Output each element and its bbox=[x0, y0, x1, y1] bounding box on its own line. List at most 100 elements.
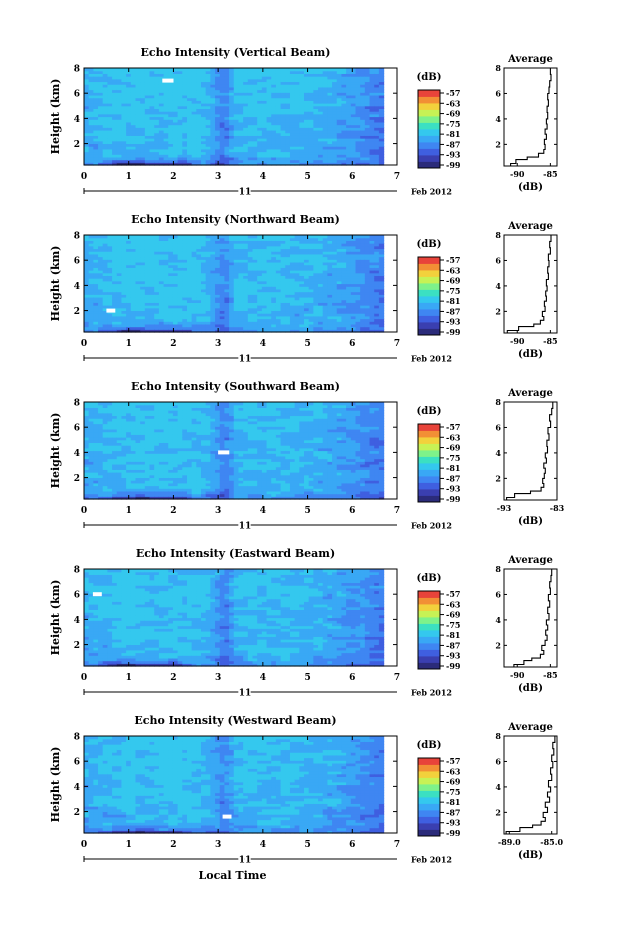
heatmap-cell bbox=[219, 105, 226, 110]
heatmap-cell bbox=[154, 253, 160, 258]
heatmap-cell bbox=[163, 323, 169, 328]
heatmap-cell bbox=[144, 73, 151, 77]
heatmap-cell bbox=[350, 321, 357, 325]
heatmap-cell bbox=[243, 119, 249, 123]
heatmap-cell bbox=[261, 129, 268, 134]
heatmap-cell bbox=[369, 270, 375, 274]
heatmap-cell bbox=[163, 129, 169, 134]
heatmap-cell bbox=[107, 455, 113, 460]
heatmap-cell bbox=[257, 264, 263, 268]
heatmap-cell bbox=[322, 121, 329, 126]
heatmap-cell bbox=[318, 135, 324, 139]
heatmap-cell bbox=[186, 323, 193, 328]
heatmap-cell bbox=[294, 89, 300, 93]
heatmap-cell bbox=[84, 68, 90, 72]
heatmap-cell bbox=[191, 323, 197, 328]
heatmap-cell bbox=[336, 283, 343, 287]
heatmap-cell bbox=[355, 121, 361, 126]
heatmap-cell bbox=[210, 261, 216, 266]
heatmap-cell bbox=[308, 253, 314, 258]
heatmap-cell bbox=[130, 138, 137, 142]
heatmap-cell bbox=[219, 143, 226, 147]
heatmap-cell bbox=[177, 100, 183, 104]
heatmap-cell bbox=[233, 156, 240, 161]
heatmap-cell bbox=[116, 151, 123, 155]
heatmap-cell bbox=[182, 299, 188, 303]
heatmap-cell bbox=[304, 135, 310, 139]
heatmap-cell bbox=[172, 76, 179, 80]
heatmap-cell bbox=[336, 259, 343, 263]
heatmap-cell bbox=[233, 159, 240, 163]
heatmap-cell bbox=[112, 248, 118, 252]
heatmap-cell bbox=[299, 108, 305, 112]
heatmap-cell bbox=[294, 261, 300, 266]
heatmap-cell bbox=[304, 261, 310, 266]
heatmap-cell bbox=[163, 105, 169, 110]
heatmap-cell bbox=[98, 302, 104, 306]
heatmap-cell bbox=[336, 294, 343, 298]
heatmap-cell bbox=[172, 278, 179, 282]
heatmap-cell bbox=[215, 243, 221, 247]
heatmap-cell bbox=[186, 138, 193, 142]
heatmap-cell bbox=[378, 73, 385, 77]
heatmap-cell bbox=[257, 100, 263, 104]
heatmap-cell bbox=[350, 119, 357, 123]
heatmap-cell bbox=[149, 108, 155, 112]
heatmap-cell bbox=[84, 267, 90, 271]
heatmap-cell bbox=[135, 321, 141, 325]
heatmap-cell bbox=[243, 323, 249, 328]
heatmap-cell bbox=[219, 237, 226, 241]
heatmap-cell bbox=[350, 81, 357, 85]
heatmap-cell bbox=[261, 267, 268, 271]
heatmap-cell bbox=[229, 321, 235, 325]
heatmap-cell bbox=[294, 288, 300, 293]
heatmap-cell bbox=[350, 278, 357, 282]
heatmap-cell bbox=[252, 318, 258, 322]
heatmap-cell bbox=[121, 113, 127, 118]
heatmap-cell bbox=[186, 253, 193, 258]
heatmap-cell bbox=[350, 240, 357, 244]
heatmap-cell bbox=[172, 70, 179, 74]
heatmap-cell bbox=[98, 286, 104, 290]
heatmap-cell bbox=[112, 237, 118, 241]
heatmap-cell bbox=[205, 278, 211, 282]
heatmap-cell bbox=[196, 251, 202, 255]
heatmap-cell bbox=[116, 132, 123, 136]
heatmap-cell bbox=[210, 313, 216, 317]
x-tick-label: 3 bbox=[215, 339, 221, 349]
heatmap-cell bbox=[215, 70, 221, 74]
heatmap-cell bbox=[177, 73, 183, 77]
heatmap-cell bbox=[144, 275, 151, 279]
heatmap-cell bbox=[364, 159, 371, 163]
heatmap-cell bbox=[336, 68, 343, 72]
heatmap-cell bbox=[233, 248, 240, 252]
heatmap-cell bbox=[332, 243, 338, 247]
heatmap-cell bbox=[219, 92, 226, 96]
heatmap-cell bbox=[238, 326, 244, 330]
heatmap-cell bbox=[126, 286, 132, 290]
y-tick-label: 4 bbox=[74, 282, 80, 292]
heatmap-cell bbox=[285, 261, 291, 266]
heatmap-cell bbox=[135, 288, 141, 293]
heatmap-cell bbox=[355, 256, 361, 260]
heatmap-cell bbox=[168, 97, 174, 101]
heatmap-cell bbox=[294, 315, 300, 320]
heatmap-cell bbox=[355, 275, 361, 279]
heatmap-cell bbox=[369, 235, 375, 239]
heatmap-cell bbox=[205, 261, 211, 266]
heatmap-cell bbox=[294, 105, 300, 110]
heatmap-cell bbox=[247, 243, 254, 247]
heatmap-cell bbox=[177, 253, 183, 258]
heatmap-cell bbox=[168, 291, 174, 295]
heatmap-cell bbox=[247, 146, 254, 150]
heatmap-cell bbox=[186, 264, 193, 268]
heatmap-cell bbox=[177, 121, 183, 126]
heatmap-cell bbox=[238, 313, 244, 317]
heatmap-cell bbox=[93, 148, 99, 153]
heatmap-cell bbox=[140, 162, 146, 166]
heatmap-cell bbox=[332, 315, 338, 320]
y-tick-label: 2 bbox=[74, 307, 80, 317]
heatmap-cell bbox=[257, 154, 263, 158]
heatmap-cell bbox=[102, 275, 108, 279]
heatmap-cell bbox=[257, 280, 263, 285]
